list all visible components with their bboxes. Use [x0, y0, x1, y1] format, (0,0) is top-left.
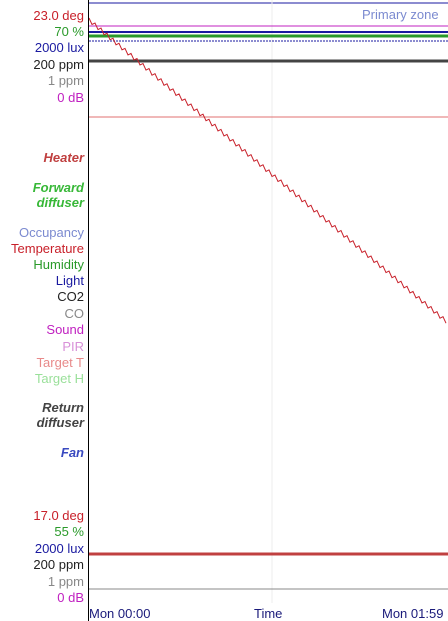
zone-return-diffuser: Return diffuser	[37, 400, 84, 430]
temperature-series-line	[89, 18, 446, 323]
left-scale-panel: 23.0 deg 70 % 2000 lux 200 ppm 1 ppm 0 d…	[0, 0, 89, 621]
legend-pir: PIR	[62, 339, 84, 354]
zone-heater: Heater	[44, 150, 84, 165]
top-co-scale: 1 ppm	[48, 73, 84, 88]
legend-co2: CO2	[57, 289, 84, 304]
plot-area[interactable]: Primary zone	[89, 0, 448, 603]
legend-co: CO	[65, 306, 85, 321]
x-axis-title: Time	[254, 606, 282, 621]
primary-zone-label: Primary zone	[362, 7, 439, 22]
x-tick-end: Mon 01:59	[382, 606, 443, 621]
x-tick-start: Mon 00:00	[89, 606, 150, 621]
top-humidity-scale: 70 %	[54, 24, 84, 39]
bottom-sound-scale: 0 dB	[57, 590, 84, 605]
bottom-co-scale: 1 ppm	[48, 574, 84, 589]
legend-occupancy: Occupancy	[19, 225, 84, 240]
plot-svg	[89, 0, 448, 603]
bottom-co2-scale: 200 ppm	[33, 557, 84, 572]
bottom-temperature-scale: 17.0 deg	[33, 508, 84, 523]
top-temperature-scale: 23.0 deg	[33, 8, 84, 23]
legend-humidity: Humidity	[33, 257, 84, 272]
zone-forward-diffuser: Forward diffuser	[33, 180, 84, 210]
legend-target-t: Target T	[37, 355, 84, 370]
legend-light: Light	[56, 273, 84, 288]
zone-fan: Fan	[61, 445, 84, 460]
top-co2-scale: 200 ppm	[33, 57, 84, 72]
legend-temperature: Temperature	[11, 241, 84, 256]
legend-sound: Sound	[46, 322, 84, 337]
top-sound-scale: 0 dB	[57, 90, 84, 105]
bottom-humidity-scale: 55 %	[54, 524, 84, 539]
legend-target-h: Target H	[35, 371, 84, 386]
bottom-light-scale: 2000 lux	[35, 541, 84, 556]
top-light-scale: 2000 lux	[35, 40, 84, 55]
